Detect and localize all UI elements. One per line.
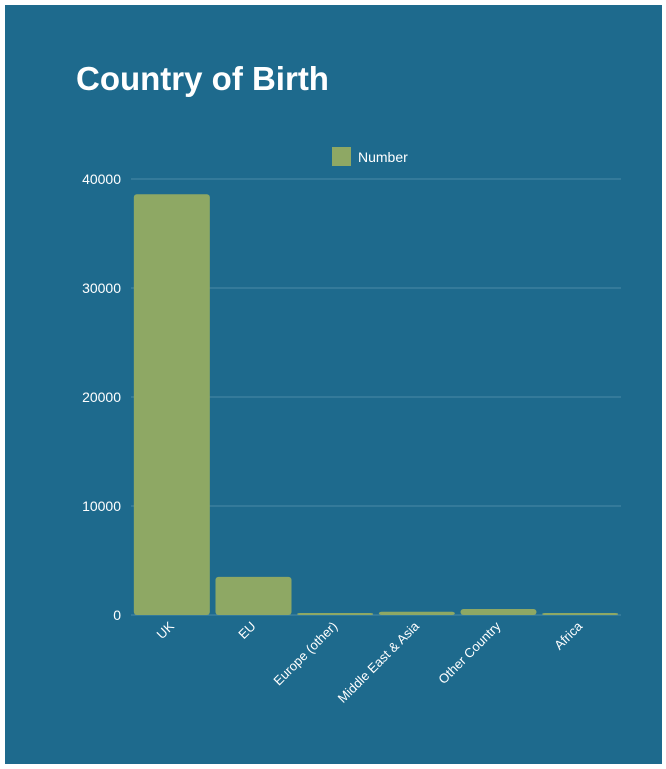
bar — [460, 609, 537, 615]
x-tick-label: Middle East & Asia — [335, 618, 423, 706]
y-tick-label: 0 — [113, 607, 121, 623]
y-tick-label: 40000 — [82, 171, 121, 187]
bar — [215, 576, 292, 615]
x-axis-ticks: UK EU Europe (other)Middle East & Asia Othe… — [154, 618, 586, 706]
y-axis-ticks: 0 10000 20000 30000 40000 — [82, 171, 121, 623]
bar — [542, 613, 619, 615]
y-tick-label: 20000 — [82, 389, 121, 405]
bar — [133, 194, 210, 615]
legend: Number — [332, 147, 408, 166]
legend-label: Number — [358, 149, 408, 165]
x-tick-label: Europe (other) — [270, 619, 340, 689]
x-tick-label: EU — [235, 619, 258, 642]
gridlines — [131, 178, 621, 616]
chart-card: Country of Birth — [5, 5, 662, 764]
x-tick-label: Africa — [551, 618, 586, 653]
bar — [378, 611, 455, 615]
y-tick-label: 30000 — [82, 280, 121, 296]
bar — [297, 613, 374, 615]
x-tick-label: UK — [154, 618, 178, 642]
x-tick-label: Other Country — [435, 618, 504, 687]
chart-title: Country of Birth — [76, 60, 329, 97]
bars — [133, 194, 619, 615]
y-tick-label: 10000 — [82, 498, 121, 514]
legend-swatch — [332, 147, 351, 166]
